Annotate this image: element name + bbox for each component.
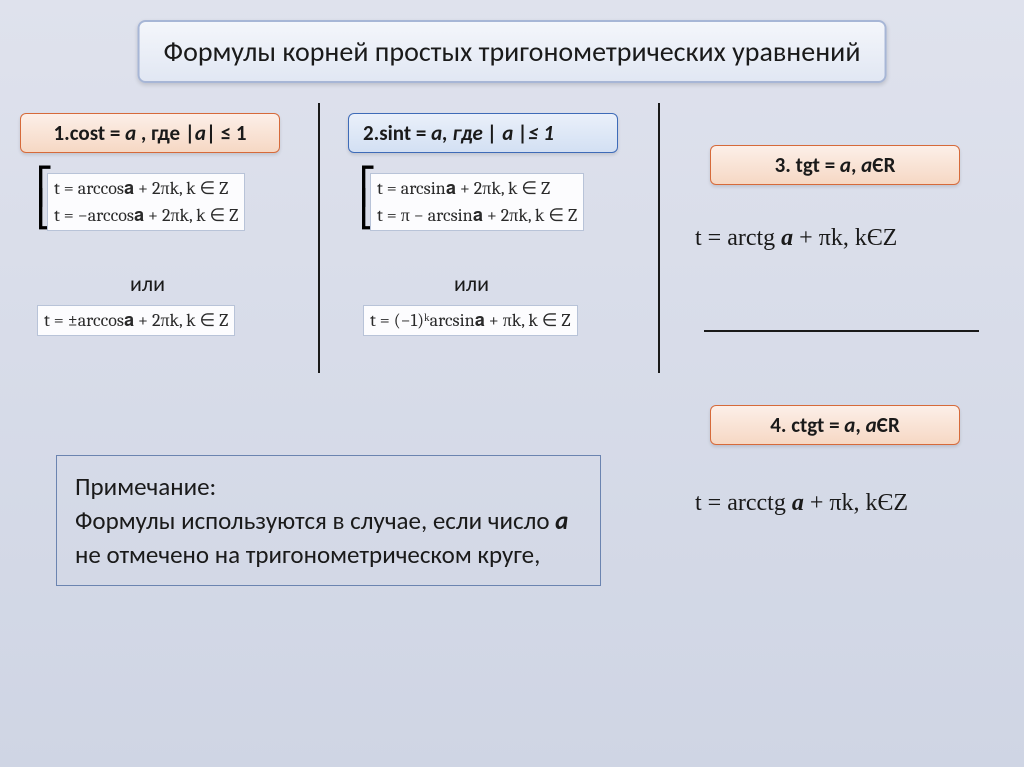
col1-header-prefix: 1.cost =: [53, 120, 125, 146]
section-separator: [704, 330, 979, 332]
col3-header-prefix: 3. tgt =: [775, 152, 840, 178]
col2-or: или: [454, 270, 489, 297]
note-var: a: [555, 505, 568, 536]
col3-header: 3. tgt = a, aЄR: [710, 145, 960, 185]
col3-formula: t = arctg a + πk, kЄZ: [695, 225, 897, 252]
col2-sys-line2: t = π − arcsin𝐚 + 2πk, k ∈ Z: [377, 202, 577, 229]
col4-formula-var: a: [792, 490, 804, 516]
note-line2-a: Формулы используются в случае, если числ…: [75, 505, 555, 536]
note-line2-b: не отмечено на тригонометрическом круге,: [75, 539, 540, 570]
col1-alt: t = ±arccos𝐚 + 2πk, k ∈ Z: [37, 305, 235, 336]
col3-header-tail: ЄR: [872, 152, 895, 178]
col1-system: t = arccos𝐚 + 2πk, k ∈ Z t = −arccos𝐚 + …: [47, 173, 245, 231]
col4-header-tail: ЄR: [877, 412, 900, 438]
col4-header-var: a: [844, 412, 855, 438]
col2-header-tail: |≤ 1: [513, 120, 554, 146]
note-box: Примечание: Формулы используются в случа…: [56, 455, 601, 586]
col1-header-var: a: [125, 120, 136, 146]
col2-header-prefix: 2.sint =: [363, 120, 431, 146]
col2-header-mid: , где |: [442, 120, 502, 146]
col2-header-var2: a: [502, 120, 513, 146]
col2-system: t = arcsin𝐚 + 2πk, k ∈ Z t = π − arcsin𝐚…: [370, 173, 584, 231]
col4-formula-suffix: + πk, kЄZ: [804, 490, 908, 516]
col2-header: 2.sint = a, где | a |≤ 1: [348, 113, 618, 153]
col1-header: 1.cost = a , где |a| ≤ 1: [20, 113, 280, 153]
note-line2: Формулы используются в случае, если числ…: [75, 504, 582, 572]
page-title: Формулы корней простых тригонометрически…: [138, 20, 887, 83]
col4-header: 4. ctgt = a, aЄR: [710, 405, 960, 445]
col4-header-mid: ,: [855, 412, 865, 438]
col1-or: или: [130, 270, 165, 297]
col1-header-var2: a: [195, 120, 206, 146]
col3-header-var2: a: [861, 152, 872, 178]
column-divider-1: [318, 103, 320, 373]
col3-formula-var: a: [781, 225, 793, 251]
col4-formula-prefix: t = arcctg: [695, 490, 792, 516]
col1-sys-line1: t = arccos𝐚 + 2πk, k ∈ Z: [54, 175, 238, 202]
col3-header-var: a: [840, 152, 851, 178]
col4-header-var2: a: [866, 412, 877, 438]
col1-sys-line2: t = −arccos𝐚 + 2πk, k ∈ Z: [54, 202, 238, 229]
column-divider-2: [658, 103, 660, 373]
col3-formula-suffix: + πk, kЄZ: [793, 225, 897, 251]
col3-formula-prefix: t = arctg: [695, 225, 781, 251]
col4-formula: t = arcctg a + πk, kЄZ: [695, 490, 908, 517]
col2-header-var: a: [431, 120, 442, 146]
note-line1: Примечание:: [75, 470, 582, 504]
col1-header-tail: | ≤ 1: [206, 120, 247, 146]
col4-header-prefix: 4. ctgt =: [770, 412, 844, 438]
col1-header-mid: , где |: [136, 120, 195, 146]
col2-sys-line1: t = arcsin𝐚 + 2πk, k ∈ Z: [377, 175, 577, 202]
col2-alt: t = (−1)ᵏarcsin𝐚 + πk, k ∈ Z: [363, 305, 578, 336]
col3-header-mid: ,: [851, 152, 861, 178]
